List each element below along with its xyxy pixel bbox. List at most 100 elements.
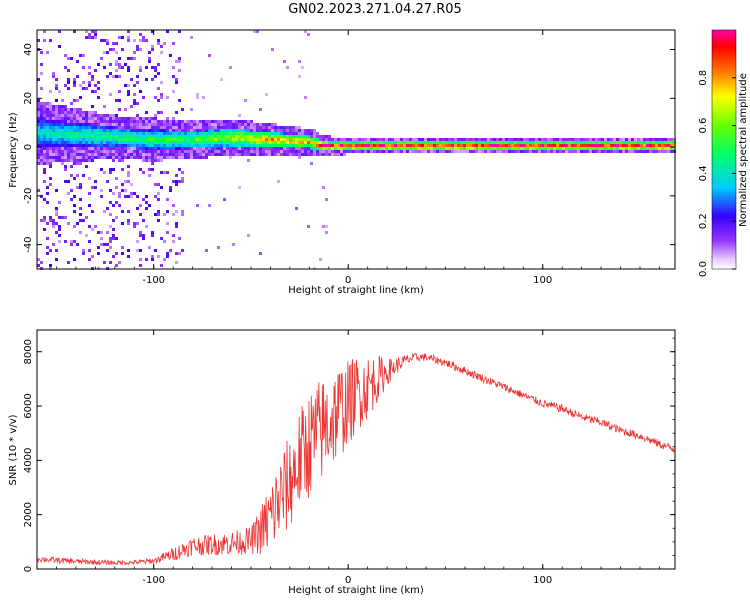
spectrogram-cell [526,147,529,150]
spectrogram-cell [277,153,280,156]
spectrogram-cell [502,144,505,147]
spectrogram-cell [331,153,334,156]
spectrogram-cell [199,153,202,156]
spectrogram-cell [304,129,307,132]
spectrogram-cell [172,123,175,126]
spectrogram-cell [46,132,49,135]
spectrogram-cell [436,144,439,147]
spectrogram-cell [175,120,178,123]
spectrogram-cell [541,147,544,150]
spectrogram-cell [46,120,49,123]
spectrogram-cell [172,147,175,150]
spectrogram-cell [121,153,124,156]
spectrogram-cell [52,147,55,150]
spectrogram-cell [64,84,67,87]
spectrogram-cell [79,213,82,216]
spectrogram-cell [400,150,403,153]
spectrogram-cell [94,147,97,150]
spectrogram-cell [202,132,205,135]
spectrogram-cell [49,126,52,129]
spectrogram-cell [112,114,115,117]
spectrogram-cell [274,135,277,138]
spectrogram-cell [406,147,409,150]
spectrogram-cell [49,141,52,144]
spectrogram-cell [481,147,484,150]
spectrogram-cell [424,141,427,144]
spectrogram-cell [565,141,568,144]
spectrogram-cell [553,147,556,150]
spectrogram-cell [130,78,133,81]
spectrogram-cell [166,117,169,120]
spectrogram-cell [112,42,115,45]
spectrogram-cell [370,150,373,153]
spectrogram-cell [169,141,172,144]
spectrogram-cell [94,135,97,138]
spectrogram-cell [241,126,244,129]
spectrogram-cell [40,261,43,264]
spectrogram-cell [325,198,328,201]
spectrogram-cell [547,144,550,147]
spectrogram-cell [226,141,229,144]
spectrogram-cell [634,138,637,141]
spectrogram-cell [235,126,238,129]
spectrogram-cell [625,141,628,144]
spectrogram-cell [547,150,550,153]
spectrogram-cell [112,132,115,135]
spectrogram-cell [208,120,211,123]
spectrogram-cell [67,108,70,111]
spectrogram-cell [130,183,133,186]
spectrogram-cell [274,126,277,129]
spectrogram-cell [400,147,403,150]
spectrogram-cell [178,150,181,153]
spectrogram-cell [178,147,181,150]
spectrogram-cell [388,147,391,150]
spectrogram-cell [553,144,556,147]
spectrogram-cell [412,138,415,141]
spectrogram-cell [106,138,109,141]
spectrogram-cell [304,96,307,99]
spectrogram-cell [139,117,142,120]
spectrogram-cell [109,156,112,159]
spectrogram-cell [256,150,259,153]
spectrogram-cell [526,141,529,144]
spectrogram-cell [85,141,88,144]
spectrogram-cell [55,147,58,150]
spectrogram-cell [301,66,304,69]
spectrogram-cell [73,99,76,102]
spectrogram-cell [589,138,592,141]
spectrogram-cell [124,117,127,120]
spectrogram-cell [49,183,52,186]
y-tick-label: 2000 [23,502,34,527]
spectrogram-cell [73,30,76,33]
spectrogram-cell [325,141,328,144]
spectrogram-cell [274,153,277,156]
y-tick-label: 20 [23,92,34,105]
spectrogram-cell [514,147,517,150]
x-tick-label: -100 [142,575,165,586]
spectrogram-cell [271,135,274,138]
spectrogram-cell [298,150,301,153]
spectrogram-cell [283,129,286,132]
spectrogram-cell [49,123,52,126]
spectrogram-cell [301,138,304,141]
spectrogram-cell [316,144,319,147]
spectrogram-cell [124,150,127,153]
spectrogram-cell [91,144,94,147]
spectrogram-cell [175,78,178,81]
spectrogram-cell [187,123,190,126]
spectrogram-cell [424,150,427,153]
spectrogram-cell [64,159,67,162]
spectrogram-cell [493,147,496,150]
spectrogram-cell [295,141,298,144]
spectrogram-cell [346,141,349,144]
spectrogram-cell [298,141,301,144]
spectrogram-cell [295,147,298,150]
spectrogram-cell [253,135,256,138]
spectrogram-cell [208,132,211,135]
spectrogram-cell [253,132,256,135]
spectrogram-cell [76,141,79,144]
spectrogram-cell [61,150,64,153]
spectrogram-cell [46,159,49,162]
spectrogram-cell [613,144,616,147]
spectrogram-cell [91,135,94,138]
